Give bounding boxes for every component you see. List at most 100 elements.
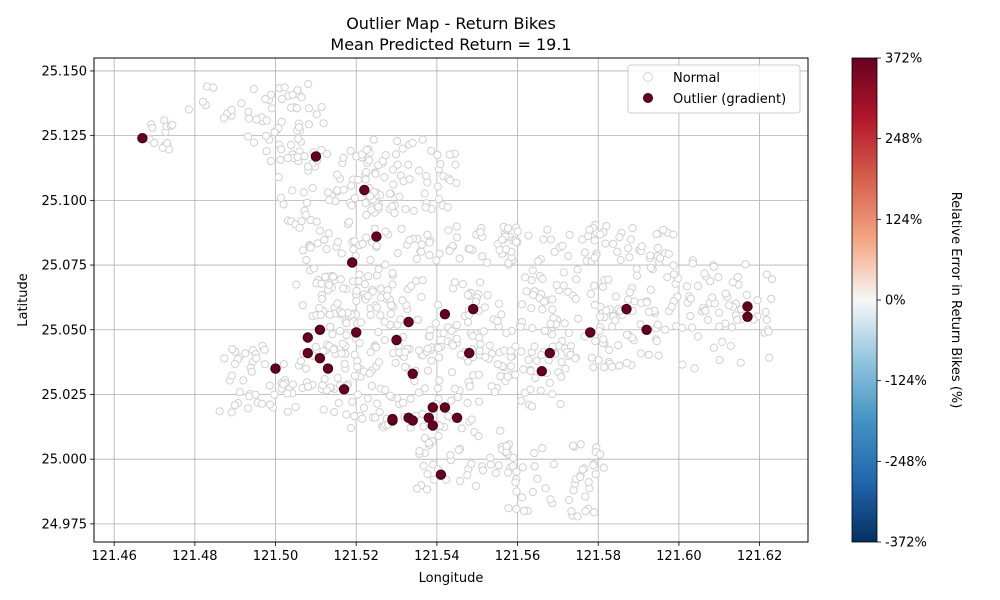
normal-point	[538, 444, 547, 453]
normal-point	[283, 407, 292, 416]
normal-point	[444, 226, 453, 235]
normal-point	[296, 357, 306, 366]
normal-point	[363, 291, 372, 301]
normal-point	[407, 281, 416, 291]
normal-point	[509, 453, 518, 462]
normal-point	[480, 303, 489, 312]
normal-point	[559, 268, 568, 277]
normal-point	[498, 235, 507, 244]
normal-point	[624, 244, 633, 253]
normal-point	[605, 345, 614, 355]
normal-point	[701, 306, 710, 315]
normal-point	[413, 315, 422, 324]
normal-point	[517, 396, 526, 405]
normal-point	[557, 372, 566, 381]
normal-point	[528, 487, 537, 497]
colorbar-tick-label: -124%	[885, 374, 927, 389]
normal-point	[286, 140, 296, 150]
normal-point	[503, 224, 513, 233]
normal-point	[531, 374, 540, 383]
normal-point	[487, 382, 496, 391]
normal-point	[393, 249, 402, 258]
normal-point	[274, 173, 283, 182]
normal-point	[433, 384, 442, 393]
normal-point	[408, 138, 417, 148]
normal-point	[404, 160, 413, 169]
normal-point	[591, 470, 600, 479]
normal-point	[733, 315, 742, 324]
normal-point	[300, 152, 309, 161]
normal-point	[320, 375, 329, 384]
normal-point	[388, 165, 398, 174]
normal-point	[496, 426, 505, 435]
normal-point	[364, 272, 373, 281]
normal-point	[243, 132, 253, 141]
normal-point	[572, 275, 581, 284]
normal-point	[483, 258, 492, 267]
normal-point	[353, 390, 362, 399]
normal-point	[526, 366, 535, 376]
normal-point	[448, 341, 458, 350]
normal-point	[678, 323, 687, 332]
normal-point	[589, 281, 599, 290]
normal-point	[465, 382, 474, 391]
normal-point	[434, 431, 443, 440]
normal-point	[262, 116, 271, 125]
normal-point	[414, 346, 424, 355]
normal-point	[417, 247, 426, 256]
normal-point	[486, 460, 495, 469]
outlier-point	[347, 257, 358, 268]
normal-point	[615, 233, 624, 242]
normal-point	[669, 230, 678, 239]
normal-point	[299, 246, 308, 255]
normal-points	[145, 80, 777, 521]
outlier-point	[387, 413, 398, 425]
y-tick-label: 25.100	[42, 194, 88, 209]
normal-point	[644, 350, 653, 359]
normal-point	[431, 319, 440, 328]
normal-point	[308, 183, 317, 193]
normal-point	[595, 327, 604, 336]
normal-point	[420, 189, 429, 198]
normal-point	[632, 264, 641, 273]
normal-point	[644, 307, 653, 316]
normal-point	[574, 314, 583, 323]
outlier-point	[435, 469, 447, 480]
normal-point	[765, 353, 774, 362]
normal-point	[304, 80, 313, 89]
normal-point	[524, 231, 533, 240]
normal-point	[288, 90, 297, 99]
normal-point	[311, 342, 320, 351]
normal-point	[366, 311, 375, 320]
normal-point	[433, 300, 443, 309]
normal-point	[632, 271, 642, 280]
normal-point	[381, 260, 390, 269]
normal-point	[423, 230, 432, 239]
normal-point	[451, 160, 460, 169]
x-tick-label: 121.60	[656, 549, 702, 564]
normal-point	[325, 310, 334, 319]
normal-point	[456, 350, 466, 359]
normal-point	[465, 244, 474, 253]
normal-point	[439, 329, 448, 338]
normal-point	[545, 378, 554, 387]
normal-point	[764, 327, 773, 336]
normal-point	[350, 371, 360, 380]
normal-point	[409, 206, 418, 215]
normal-point	[444, 412, 453, 421]
normal-point	[304, 120, 313, 129]
normal-point	[352, 296, 361, 306]
normal-point	[336, 326, 345, 336]
normal-point	[277, 145, 286, 154]
normal-point	[653, 243, 663, 253]
normal-point	[371, 413, 380, 422]
normal-point	[419, 461, 428, 471]
normal-point	[292, 104, 301, 113]
normal-point	[456, 476, 465, 486]
normal-point	[324, 280, 334, 289]
normal-point	[524, 355, 533, 364]
outlier-point	[742, 301, 753, 312]
normal-point	[372, 343, 381, 352]
normal-point	[297, 93, 306, 102]
y-tick-label: 25.075	[42, 259, 88, 274]
